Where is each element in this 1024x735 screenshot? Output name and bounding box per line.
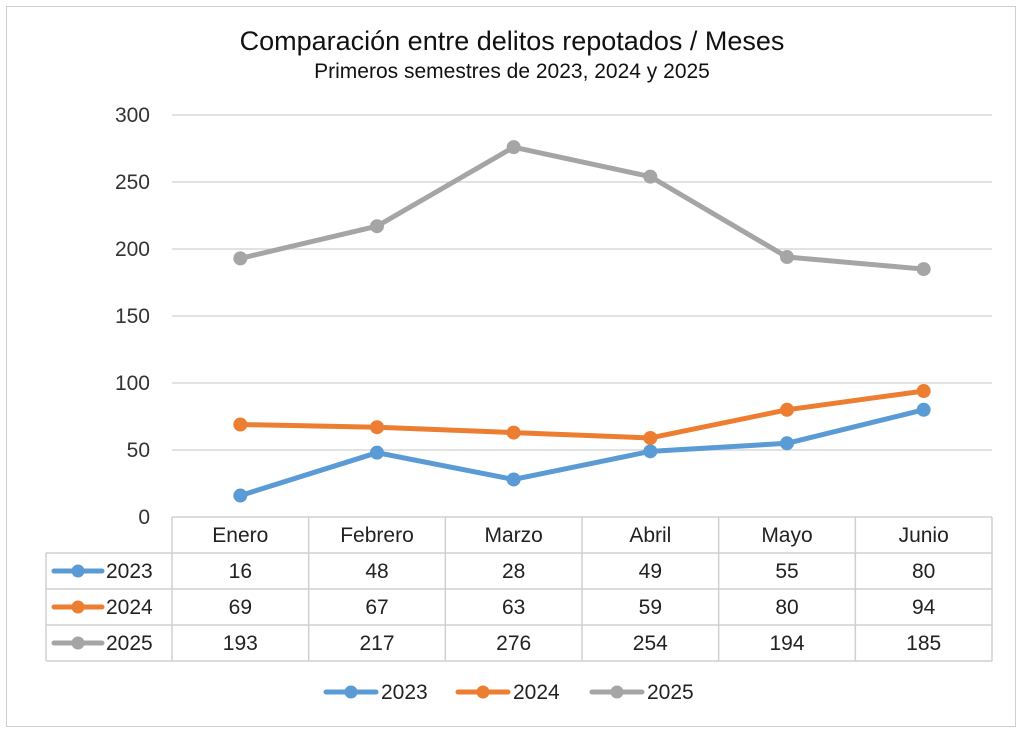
table-cell-value: 59 — [639, 596, 662, 619]
category-label: Junio — [899, 524, 949, 547]
chart-frame — [6, 6, 1016, 727]
y-tick-label: 50 — [127, 439, 150, 462]
data-point — [780, 402, 794, 417]
table-series-name: 2025 — [106, 632, 153, 655]
table-cell-value: 94 — [912, 596, 936, 619]
category-label: Marzo — [484, 524, 542, 547]
legend-label: 2023 — [381, 681, 428, 704]
table-cell-value: 69 — [229, 596, 252, 619]
data-point — [916, 384, 931, 399]
data-point — [506, 140, 521, 155]
data-point — [780, 436, 794, 451]
category-label: Mayo — [761, 524, 812, 547]
data-point — [643, 444, 658, 459]
table-cell-value: 217 — [359, 632, 394, 655]
data-point — [233, 417, 248, 432]
data-point — [370, 219, 384, 234]
data-point — [916, 402, 931, 417]
data-point — [506, 425, 521, 440]
data-point — [780, 250, 794, 265]
table-cell-value: 80 — [912, 560, 935, 583]
legend-marker — [610, 685, 624, 699]
chart-subtitle: Primeros semestres de 2023, 2024 y 2025 — [314, 60, 710, 83]
category-label: Abril — [629, 524, 671, 547]
data-point — [370, 420, 384, 435]
legend-marker — [344, 685, 358, 699]
table-cell-value: 55 — [775, 560, 798, 583]
legend-label: 2025 — [647, 681, 694, 704]
data-point — [643, 169, 658, 184]
y-tick-label: 250 — [115, 171, 150, 194]
y-tick-label: 200 — [115, 238, 150, 261]
table-series-name: 2023 — [106, 560, 153, 583]
table-cell-value: 67 — [365, 596, 388, 619]
table-legend-marker — [71, 636, 85, 650]
series-line-2023 — [237, 407, 927, 499]
data-point — [370, 445, 384, 460]
legend-label: 2024 — [513, 681, 560, 704]
table-cell-value: 48 — [365, 560, 388, 583]
series-line-2024 — [237, 388, 927, 441]
y-tick-label: 0 — [138, 506, 150, 529]
legend-marker — [476, 685, 490, 699]
table-cell-value: 28 — [502, 560, 525, 583]
category-label: Febrero — [340, 524, 414, 547]
category-label: Enero — [212, 524, 268, 547]
y-tick-label: 150 — [115, 305, 150, 328]
table-cell-value: 49 — [639, 560, 662, 583]
chart-title: Comparación entre delitos repotados / Me… — [240, 26, 785, 56]
data-point — [506, 472, 521, 487]
y-tick-label: 300 — [115, 104, 150, 127]
table-cell-value: 80 — [775, 596, 798, 619]
table-series-name: 2024 — [106, 596, 153, 619]
table-legend-marker — [71, 600, 85, 614]
table-cell-value: 254 — [633, 632, 668, 655]
data-point — [643, 430, 658, 445]
y-tick-label: 100 — [115, 372, 150, 395]
table-cell-value: 194 — [769, 632, 804, 655]
data-point — [916, 262, 931, 277]
table-cell-value: 185 — [906, 632, 941, 655]
data-point — [233, 251, 248, 266]
table-cell-value: 276 — [496, 632, 531, 655]
series-line-2025 — [237, 144, 927, 272]
table-cell-value: 16 — [229, 560, 252, 583]
table-legend-marker — [71, 564, 85, 578]
table-cell-value: 193 — [223, 632, 258, 655]
data-point — [233, 488, 248, 503]
table-cell-value: 63 — [502, 596, 525, 619]
